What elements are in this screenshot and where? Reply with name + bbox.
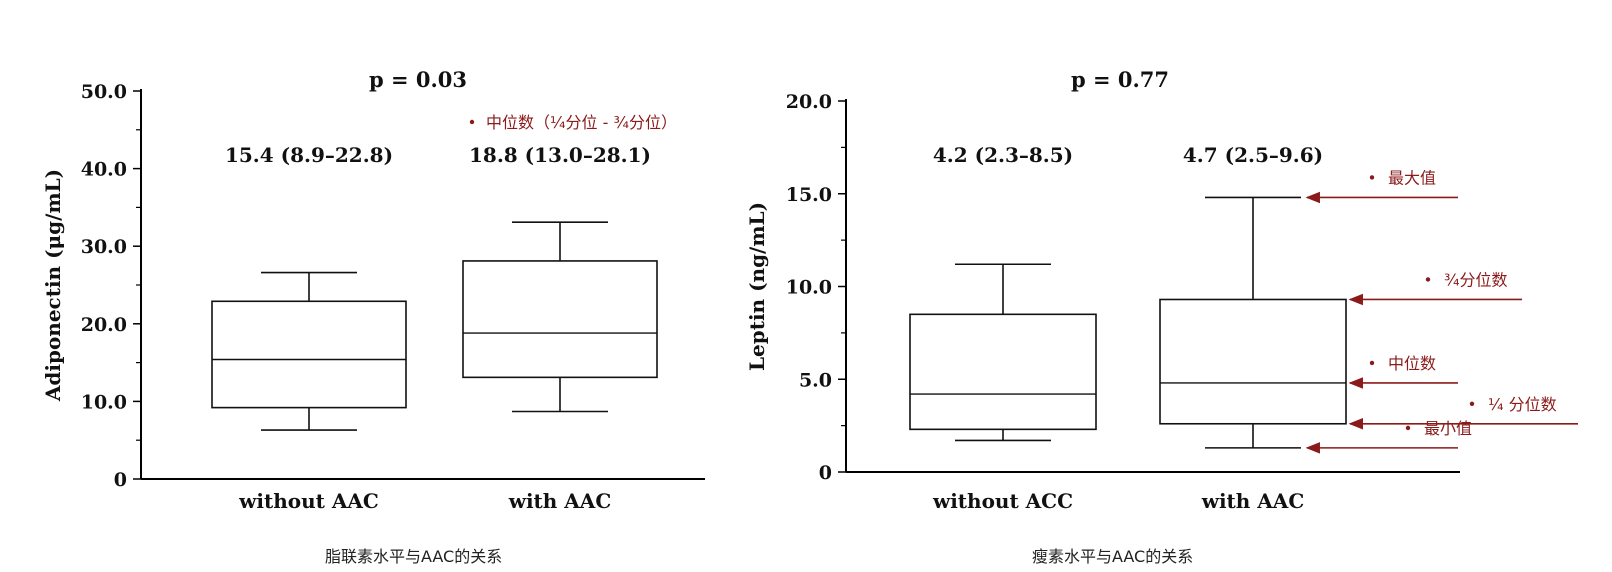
- y-axis-label: Leptin (ng/mL): [745, 202, 769, 371]
- annotation-text: 最大值: [1388, 168, 1436, 187]
- annotation-bullet: [1469, 401, 1475, 406]
- iqr-box: [1159, 298, 1347, 425]
- box-summary-label: 4.7 (2.5–9.6): [1183, 143, 1323, 167]
- legend-bullet: [469, 119, 475, 125]
- y-tick-label: 5.0: [799, 369, 832, 391]
- x-category-label: with AAC: [1201, 489, 1305, 513]
- y-tick-label: 15.0: [786, 184, 832, 206]
- x-category-label: without ACC: [932, 489, 1073, 513]
- annotation-bullet: [1405, 425, 1411, 431]
- iqr-box: [211, 300, 407, 409]
- y-tick-label: 10.0: [786, 277, 832, 299]
- y-axis-label: Adiponectin (μg/mL): [41, 169, 65, 402]
- y-tick-label: 10.0: [81, 391, 127, 413]
- y-tick-label: 20.0: [786, 91, 832, 113]
- chart-title: p = 0.77: [1071, 67, 1169, 92]
- adiponectin-chart: 0 10.0 20.0 30.0 40.0 50.0 Adiponectin (μg/mL)…: [41, 67, 705, 513]
- box-summary-label: 4.2 (2.3–8.5): [933, 143, 1073, 167]
- caption-adiponectin: 脂联素水平与AAC的关系: [325, 547, 503, 566]
- iqr-box: [909, 313, 1097, 431]
- annotation-text: 最小值: [1424, 419, 1472, 438]
- annotation-bullet: [1369, 360, 1375, 366]
- annotation-text: 中位数: [1388, 354, 1436, 373]
- y-tick-label: 0: [819, 462, 832, 484]
- annotation-bullet: [1425, 277, 1431, 282]
- box-summary-label: 18.8 (13.0–28.1): [469, 143, 651, 167]
- iqr-box: [462, 260, 658, 379]
- chart-title: p = 0.03: [369, 67, 467, 92]
- annotation-text: ¾分位数: [1444, 270, 1508, 289]
- caption-leptin: 瘦素水平与AAC的关系: [1032, 547, 1194, 566]
- y-tick-label: 40.0: [81, 159, 127, 181]
- legend-text: 中位数（¼分位 - ¾分位）: [486, 113, 677, 132]
- y-tick-label: 30.0: [81, 236, 127, 258]
- y-tick-label: 50.0: [81, 81, 127, 103]
- x-category-label: without AAC: [238, 489, 379, 513]
- annotation-bullet: [1369, 175, 1375, 180]
- y-tick-label: 0: [114, 469, 127, 491]
- annotation-text: ¼ 分位数: [1488, 395, 1557, 414]
- x-category-label: with AAC: [508, 489, 612, 513]
- leptin-chart: 0 5.0 10.0 15.0 20.0 Leptin (ng/mL) p = 0.77 4.…: [745, 67, 1578, 513]
- y-tick-label: 20.0: [81, 314, 127, 336]
- box-summary-label: 15.4 (8.9–22.8): [225, 143, 393, 167]
